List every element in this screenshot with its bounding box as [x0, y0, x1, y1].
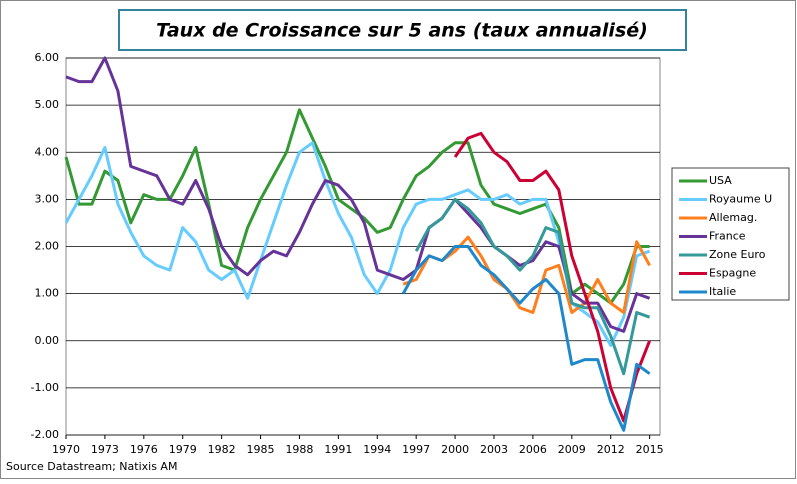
source-note: Source Datastream; Natixis AM [6, 460, 177, 473]
x-tick-label: 2012 [597, 443, 625, 456]
x-tick-label: 1970 [52, 443, 80, 456]
y-tick-label: 1.00 [35, 287, 60, 300]
y-tick-label: -2.00 [31, 428, 59, 441]
series-line [453, 131, 651, 423]
series-line [65, 56, 651, 333]
legend-box [671, 167, 790, 301]
x-tick-label: 1988 [285, 443, 313, 456]
x-tick-label: 1976 [130, 443, 158, 456]
series-line [414, 197, 651, 376]
series-line [401, 245, 651, 432]
y-tick-label: 3.00 [35, 192, 60, 205]
x-tick-label: 1997 [402, 443, 430, 456]
series-line [64, 141, 651, 347]
x-tick-label: 1982 [208, 443, 236, 456]
y-tick-label: 0.00 [35, 334, 60, 347]
legend-label: Espagne [709, 267, 756, 280]
title-box [118, 9, 687, 51]
y-tick-label: 5.00 [35, 98, 60, 111]
y-tick-label: 6.00 [35, 51, 60, 64]
y-tick-label: 2.00 [35, 240, 60, 253]
x-tick-label: 1985 [247, 443, 275, 456]
x-tick-label: 1973 [91, 443, 119, 456]
x-tick-label: 2009 [558, 443, 586, 456]
legend-label: Italie [709, 285, 736, 298]
x-tick-label: 2003 [480, 443, 508, 456]
legend-label: France [709, 230, 746, 243]
chart-title: Taux de Croissance sur 5 ans (taux annua… [156, 20, 648, 42]
x-tick-label: 1979 [169, 443, 197, 456]
y-tick-label: -1.00 [31, 381, 59, 394]
legend-label: USA [709, 174, 732, 187]
x-tick-label: 2000 [441, 443, 469, 456]
legend-label: Royaume U [709, 193, 772, 206]
y-tick-label: 4.00 [35, 145, 60, 158]
x-tick-label: 2015 [636, 443, 664, 456]
x-tick-label: 1994 [363, 443, 391, 456]
legend-label: Allemag. [709, 211, 757, 224]
legend-label: Zone Euro [709, 248, 766, 261]
x-tick-label: 2006 [519, 443, 547, 456]
x-tick-label: 1991 [324, 443, 352, 456]
